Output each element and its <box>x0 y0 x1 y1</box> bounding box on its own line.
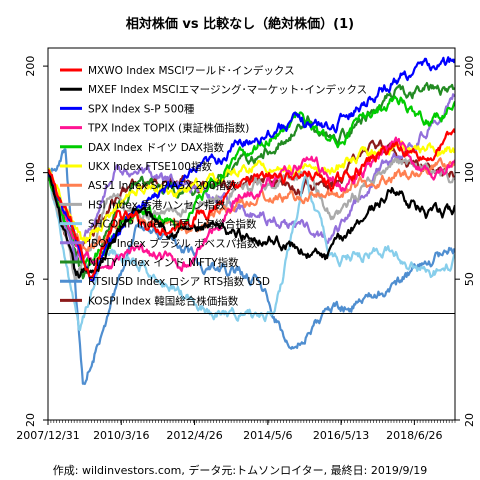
series-line-0 <box>48 128 455 280</box>
series-line-7 <box>48 157 455 283</box>
chart-caption: 作成: wildinvestors.com, データ元:トムソンロイター, 最終… <box>53 463 427 477</box>
legend-label-2: SPX Index S-P 500種 <box>88 102 195 115</box>
y-tick-label-left-200: 200 <box>24 56 37 77</box>
y-tick-label-left-50: 50 <box>24 272 37 286</box>
y-tick-label-left-20: 20 <box>24 413 37 427</box>
y-tick-label-right-200: 200 <box>463 56 476 77</box>
legend-label-8: SHCOMP Index 中国 上海総合指数 <box>88 218 257 231</box>
y-tick-label-right-50: 50 <box>463 272 476 286</box>
series-line-3 <box>48 136 455 272</box>
y-tick-label-right-20: 20 <box>463 413 476 427</box>
legend-label-4: DAX Index ドイツ DAX指数 <box>88 141 224 154</box>
x-tick-label-5: 2018/6/26 <box>386 429 442 442</box>
x-tick-label-2: 2012/4/26 <box>166 429 222 442</box>
x-tick-label-0: 2007/12/31 <box>16 429 79 442</box>
series-line-9 <box>48 93 455 264</box>
legend-label-5: UKX Index FTSE100指数 <box>88 160 212 173</box>
y-tick-label-right-100: 100 <box>463 162 476 183</box>
legend-label-0: MXWO Index MSCIワールド･インデックス <box>88 64 295 77</box>
legend-label-1: MXEF Index MSCIエマージング･マーケット･インデックス <box>88 83 367 96</box>
series-line-1 <box>48 170 455 279</box>
legend: MXWO Index MSCIワールド･インデックス MXEF Index MSC… <box>60 64 367 307</box>
y-tick-label-left-100: 100 <box>24 162 37 183</box>
x-tick-label-4: 2016/5/13 <box>313 429 369 442</box>
legend-label-12: KOSPI Index 韓国総合株価指数 <box>88 294 239 307</box>
axis-layer: 20 20 50 50 100 100 200 200 2007/12/31 2010/3/16 2… <box>16 56 476 442</box>
legend-label-7: HSI Index 香港ハンセン指数 <box>88 198 226 211</box>
series-line-6 <box>48 157 455 254</box>
legend-label-9: IBOV Index ブラジル ボベスパ指数 <box>88 237 258 250</box>
x-tick-label-1: 2010/3/16 <box>93 429 149 442</box>
legend-label-11: RTSIUSD Index ロシア RTS指数 USD <box>88 275 270 288</box>
series-line-11 <box>48 148 455 386</box>
x-tick-label-3: 2014/5/6 <box>243 429 292 442</box>
legend-label-10: NIFTY Index インド NIFTY指数 <box>88 256 239 269</box>
series-layer <box>48 56 455 386</box>
chart-title: 相対株価 vs 比較なし（絶対株価）(1) <box>126 16 354 32</box>
legend-label-6: AS51 Index S-P/ASX 200指数 <box>88 179 237 192</box>
legend-label-3: TPX Index TOPIX (東証株価指数) <box>87 122 249 135</box>
